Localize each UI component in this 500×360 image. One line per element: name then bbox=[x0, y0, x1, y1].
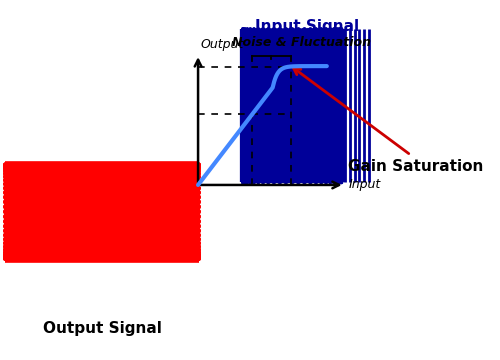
Text: Output: Output bbox=[200, 38, 244, 51]
Text: Output Signal: Output Signal bbox=[42, 321, 162, 336]
Text: Input Signal: Input Signal bbox=[255, 19, 359, 34]
Text: Gain Saturation: Gain Saturation bbox=[348, 159, 484, 174]
Text: Input: Input bbox=[348, 179, 381, 192]
Text: Noise & Fluctuation: Noise & Fluctuation bbox=[232, 36, 370, 49]
